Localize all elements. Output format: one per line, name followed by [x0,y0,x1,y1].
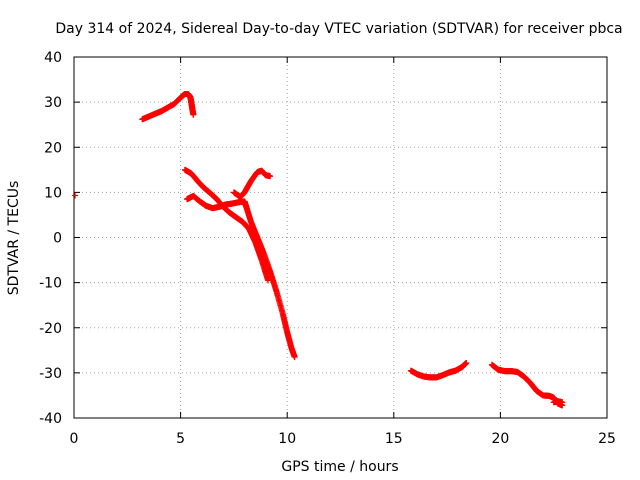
data-point-marker [463,359,470,366]
data-point-marker [559,399,566,406]
axis-ticks: 0 5 10 15 20 25 -40 -30 -20 -10 0 10 20 30 40 [39,50,616,447]
data-point-marker [72,192,79,199]
y-tick-label: -40 [39,411,62,427]
x-tick-label: 25 [598,431,616,447]
data-point-marker [267,173,274,180]
grid-lines [74,57,607,418]
data-point-marker [291,354,298,361]
chart-title: Day 314 of 2024, Sidereal Day-to-day VTE… [55,21,622,37]
y-tick-label: -20 [39,321,62,337]
plot-frame [73,56,608,419]
data-point-marker [190,111,197,118]
x-tick-label: 5 [176,431,185,447]
y-tick-label: 0 [53,231,62,247]
y-tick-label: -10 [39,276,62,292]
y-tick-label: 20 [44,140,62,156]
x-tick-label: 10 [278,431,296,447]
x-tick-label: 0 [70,431,79,447]
data-points [72,91,566,409]
y-tick-label: 30 [44,95,62,111]
x-tick-label: 20 [491,431,509,447]
y-tick-label: 10 [44,185,62,201]
y-axis-label: SDTVAR / TECUs [6,181,22,296]
x-axis-label: GPS time / hours [281,459,398,475]
y-tick-label: 40 [44,50,62,66]
y-tick-label: -30 [39,366,62,382]
x-tick-label: 15 [385,431,403,447]
